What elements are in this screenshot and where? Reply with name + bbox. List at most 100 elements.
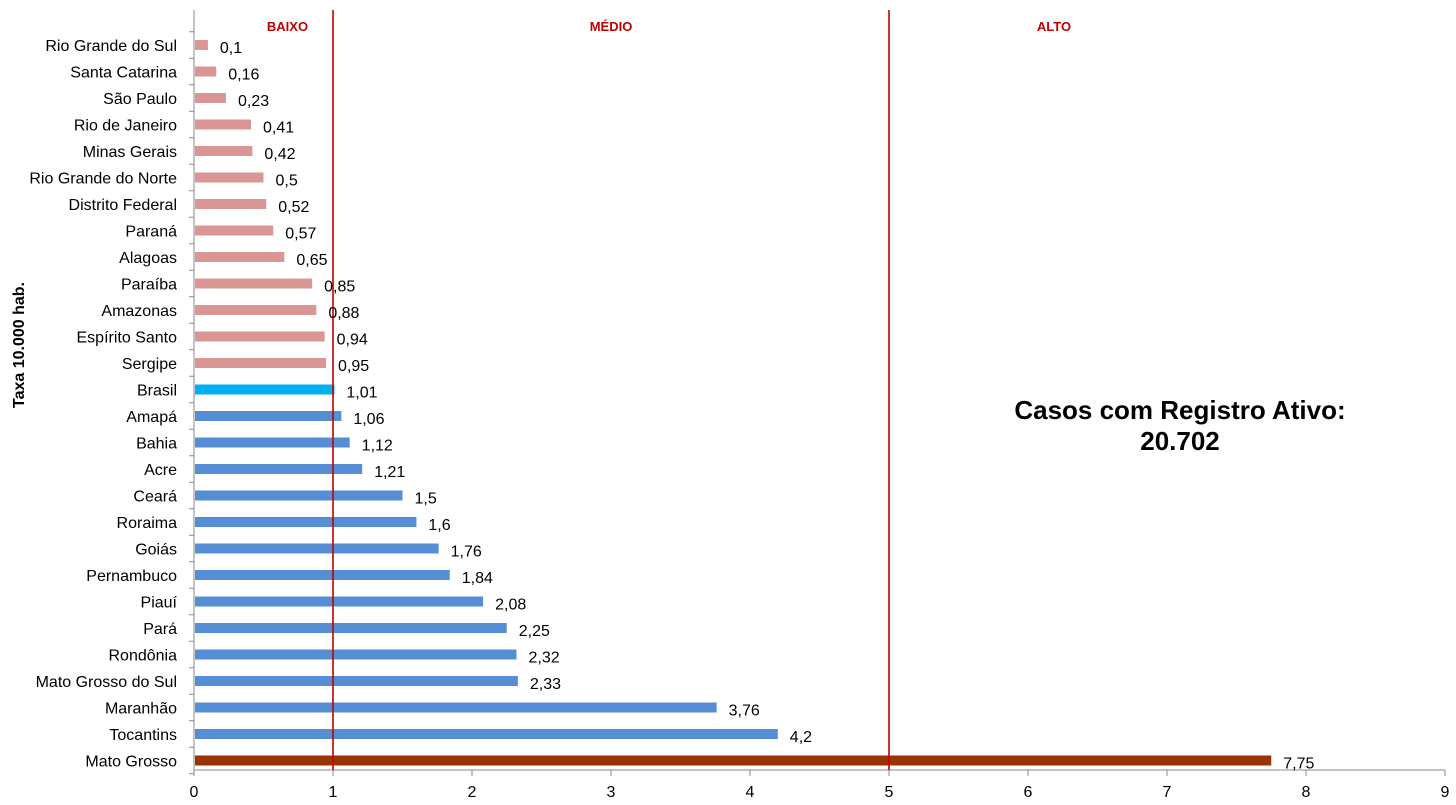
value-label: 0,41 bbox=[263, 120, 294, 137]
bars bbox=[195, 40, 1272, 766]
annotation-line-2: 20.702 bbox=[1140, 426, 1220, 456]
category-label: Mato Grosso do Sul bbox=[36, 674, 177, 691]
value-label: 0,23 bbox=[238, 93, 269, 110]
value-label: 3,76 bbox=[729, 703, 760, 720]
category-label: Espírito Santo bbox=[77, 330, 178, 347]
x-tick-label-7: 7 bbox=[1163, 784, 1172, 801]
bar-sergipe bbox=[195, 358, 327, 368]
value-label: 0,52 bbox=[278, 199, 309, 216]
value-label: 1,76 bbox=[451, 544, 482, 561]
x-tick-label-3: 3 bbox=[607, 784, 616, 801]
value-label: 1,5 bbox=[415, 491, 437, 508]
bar-rondônia bbox=[195, 649, 517, 660]
category-label: Minas Gerais bbox=[83, 144, 177, 161]
bar-pará bbox=[195, 623, 507, 633]
x-tick-label-5: 5 bbox=[885, 784, 894, 801]
x-tick-label-1: 1 bbox=[329, 784, 338, 801]
category-label: Amazonas bbox=[101, 303, 177, 320]
x-tick-label-9: 9 bbox=[1441, 784, 1450, 801]
category-label: Rio Grande do Sul bbox=[45, 38, 177, 55]
category-label: Pernambuco bbox=[86, 568, 177, 585]
value-label: 0,5 bbox=[276, 173, 298, 190]
bar-paraná bbox=[195, 225, 274, 236]
category-label: Maranhão bbox=[105, 701, 177, 718]
category-label: Santa Catarina bbox=[70, 65, 177, 82]
category-label: Acre bbox=[144, 462, 177, 479]
value-label: 1,6 bbox=[428, 517, 450, 534]
value-label: 1,12 bbox=[362, 438, 393, 455]
category-label: Distrito Federal bbox=[69, 197, 177, 214]
value-label: 0,88 bbox=[328, 305, 359, 322]
bar-acre bbox=[195, 464, 363, 474]
category-label: Pará bbox=[143, 621, 177, 638]
value-label: 0,57 bbox=[285, 226, 316, 243]
labels: Rio Grande do Sul 0,1 Santa Catarina 0,16 Sã… bbox=[29, 19, 1314, 773]
category-label: Goiás bbox=[135, 542, 177, 559]
bar-rio-grande-do-norte bbox=[195, 172, 264, 183]
category-label: Brasil bbox=[137, 383, 177, 400]
bar-minas-gerais bbox=[195, 146, 253, 156]
value-label: 2,32 bbox=[528, 650, 559, 667]
category-label: Piauí bbox=[141, 595, 178, 612]
x-tick-label-2: 2 bbox=[468, 784, 477, 801]
value-label: 1,21 bbox=[374, 464, 405, 481]
bar-piauí bbox=[195, 596, 484, 607]
value-label: 0,1 bbox=[220, 40, 242, 57]
category-label: Alagoas bbox=[119, 250, 177, 267]
bar-tocantins bbox=[195, 729, 778, 739]
bar-são-paulo bbox=[195, 93, 226, 103]
value-label: 1,01 bbox=[346, 385, 377, 402]
bar-alagoas bbox=[195, 252, 285, 262]
category-label: Mato Grosso bbox=[85, 754, 177, 771]
bar-santa-catarina bbox=[195, 66, 217, 77]
category-label: Bahia bbox=[136, 436, 177, 453]
value-label: 1,06 bbox=[353, 411, 384, 428]
value-label: 0,85 bbox=[324, 279, 355, 296]
value-label: 7,75 bbox=[1283, 756, 1314, 773]
category-label: São Paulo bbox=[103, 91, 177, 108]
category-label: Rio de Janeiro bbox=[74, 118, 177, 135]
category-label: Paraíba bbox=[121, 277, 177, 294]
category-label: Ceará bbox=[133, 489, 177, 506]
axes: 0 1 2 3 4 5 6 7 8 9 bbox=[189, 10, 1450, 801]
value-label: 0,95 bbox=[338, 358, 369, 375]
category-label: Sergipe bbox=[122, 356, 177, 373]
category-label: Paraná bbox=[125, 224, 177, 241]
category-label: Roraima bbox=[117, 515, 178, 532]
bar-distrito-federal bbox=[195, 199, 267, 209]
bar-amazonas bbox=[195, 305, 317, 315]
value-label: 4,2 bbox=[790, 729, 812, 746]
value-label: 0,42 bbox=[264, 146, 295, 163]
bar-mato-grosso bbox=[195, 755, 1272, 766]
value-label: 2,08 bbox=[495, 597, 526, 614]
zone-label-médio: MÉDIO bbox=[590, 19, 633, 34]
zone-label-alto: ALTO bbox=[1037, 19, 1071, 34]
bar-maranhão bbox=[195, 702, 717, 713]
bar-paraíba bbox=[195, 278, 313, 289]
threshold-lines bbox=[332, 10, 890, 770]
annotation-line-1: Casos com Registro Ativo: bbox=[1014, 395, 1345, 425]
value-label: 2,25 bbox=[519, 623, 550, 640]
bar-brasil bbox=[195, 384, 335, 395]
bar-rio-grande-do-sul bbox=[195, 40, 208, 50]
bar-rio-de-janeiro bbox=[195, 119, 251, 130]
value-label: 0,16 bbox=[228, 67, 259, 84]
bar-roraima bbox=[195, 517, 417, 527]
bar-amapá bbox=[195, 411, 342, 421]
bar-goiás bbox=[195, 543, 439, 554]
value-label: 0,65 bbox=[296, 252, 327, 269]
x-tick-label-4: 4 bbox=[746, 784, 755, 801]
x-tick-label-0: 0 bbox=[190, 784, 199, 801]
category-label: Amapá bbox=[126, 409, 177, 426]
x-tick-label-6: 6 bbox=[1024, 784, 1033, 801]
bar-mato-grosso-do-sul bbox=[195, 676, 518, 686]
bar-espírito-santo bbox=[195, 331, 325, 342]
y-axis-title: Taxa 10.000 hab. bbox=[11, 282, 28, 408]
zone-label-baixo: BAIXO bbox=[267, 19, 308, 34]
category-label: Tocantins bbox=[109, 727, 177, 744]
category-label: Rondônia bbox=[109, 648, 178, 665]
bar-ceará bbox=[195, 490, 403, 501]
value-label: 1,84 bbox=[462, 570, 493, 587]
bar-pernambuco bbox=[195, 570, 450, 580]
bar-bahia bbox=[195, 437, 350, 448]
